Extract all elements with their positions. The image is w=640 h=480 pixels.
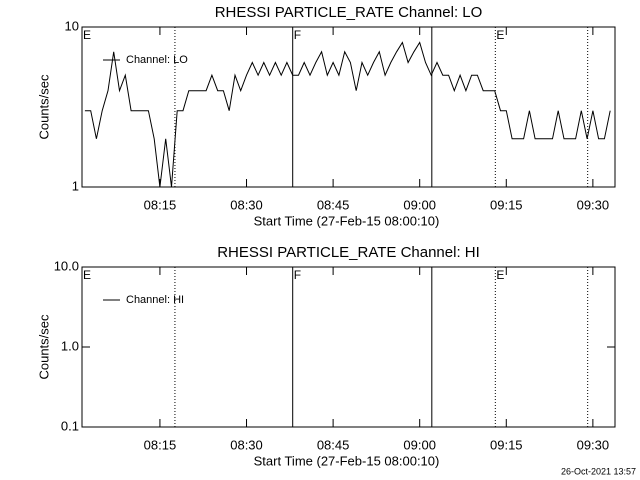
- x-tick-label: 08:30: [230, 437, 263, 452]
- x-tick-label: 09:15: [490, 437, 523, 452]
- event-flag: E: [83, 28, 91, 42]
- x-axis-label: Start Time (27-Feb-15 08:00:10): [254, 213, 440, 228]
- x-tick-label: 08:45: [317, 437, 350, 452]
- y-tick-label: 0.1: [61, 418, 79, 433]
- timestamp: 26-Oct-2021 13:57: [561, 466, 636, 476]
- data-line: [84, 41, 611, 188]
- x-tick-label: 08:30: [230, 197, 263, 212]
- chart-title: RHESSI PARTICLE_RATE Channel: LO: [215, 4, 483, 21]
- y-tick-label: 10.0: [54, 258, 79, 273]
- event-flag: F: [294, 28, 301, 42]
- y-axis-label: Counts/sec: [36, 314, 51, 380]
- x-tick-label: 08:15: [144, 197, 177, 212]
- legend-label: Channel: LO: [126, 54, 188, 66]
- event-flag: E: [496, 268, 504, 282]
- event-flag: F: [294, 268, 301, 282]
- x-tick-label: 09:15: [490, 197, 523, 212]
- x-tick-label: 08:15: [144, 437, 177, 452]
- x-tick-label: 09:00: [403, 437, 436, 452]
- x-tick-label: 09:00: [403, 197, 436, 212]
- x-tick-label: 08:45: [317, 197, 350, 212]
- plot-frame: [81, 266, 616, 428]
- legend-label: Channel: HI: [126, 294, 184, 306]
- x-tick-label: 09:30: [577, 197, 610, 212]
- plot-frame: [81, 26, 616, 188]
- x-axis-label: Start Time (27-Feb-15 08:00:10): [254, 453, 440, 468]
- event-flag: E: [83, 268, 91, 282]
- y-tick-label: 1.0: [61, 338, 79, 353]
- y-axis-label: Counts/sec: [36, 74, 51, 140]
- y-tick-label: 10: [65, 18, 79, 33]
- x-tick-label: 09:30: [577, 437, 610, 452]
- y-tick-label: 1: [72, 178, 79, 193]
- event-flag: E: [496, 28, 504, 42]
- chart-title: RHESSI PARTICLE_RATE Channel: HI: [217, 244, 480, 261]
